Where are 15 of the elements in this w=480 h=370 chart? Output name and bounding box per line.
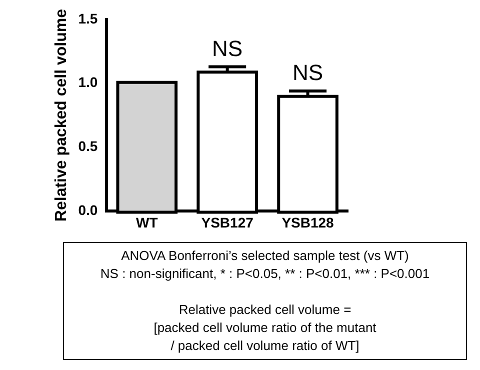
x-tick-label: YSB127 (201, 214, 254, 230)
y-axis-title: Relative packed cell volume (53, 8, 70, 222)
text: Relative packed cell volume = (178, 301, 352, 319)
x-tick-label: WT (136, 214, 158, 230)
annotation: NS (292, 60, 324, 86)
y-tick-label: 1.0 (78, 74, 98, 90)
text: [packed cell volume ratio of the mutant (152, 319, 378, 337)
y-tick-label: 1.5 (78, 10, 98, 26)
y-tick-label: 0.0 (78, 202, 98, 218)
annotation: NS (212, 36, 243, 61)
y-tick-label: 0.5 (78, 138, 98, 154)
text: / packed cell volume ratio of WT] (170, 337, 360, 355)
text: ANOVA Bonferroni’s selected sample test (vs WT) (120, 247, 410, 265)
x-tick-label: YSB128 (282, 214, 334, 230)
text: NS : non-significant, * : P<0.05, ** : P<0.01, *** : P<0.001 (99, 265, 431, 283)
